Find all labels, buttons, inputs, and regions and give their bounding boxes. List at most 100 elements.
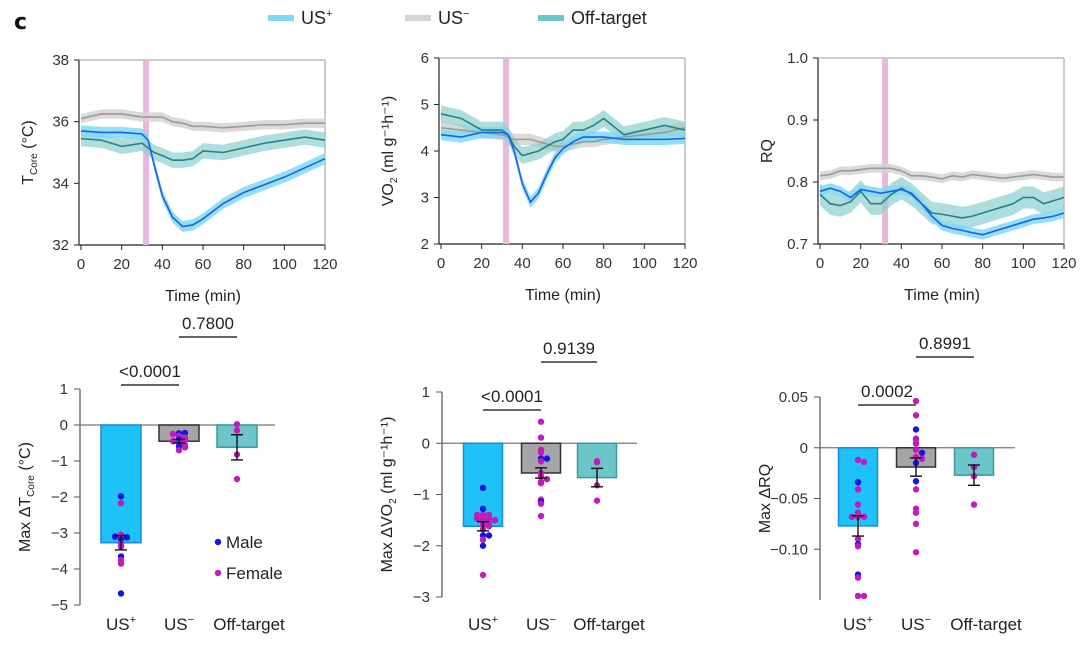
y-tick-label: −0.05 bbox=[770, 491, 808, 508]
data-point-female bbox=[473, 515, 481, 522]
p-value-label: <0.0001 bbox=[119, 362, 181, 381]
legend-label: Off-target bbox=[571, 8, 647, 28]
series-line-us-minus bbox=[440, 126, 686, 148]
y-axis-title-text: TCore (°C) bbox=[20, 120, 40, 185]
y-axis-title: RQ bbox=[759, 139, 776, 163]
data-point-female bbox=[181, 436, 189, 444]
data-point-female bbox=[543, 475, 551, 483]
p-value-label: 0.9139 bbox=[543, 339, 595, 358]
data-point-female bbox=[593, 497, 601, 504]
legend-label: US− bbox=[438, 8, 469, 28]
series-line-us-plus bbox=[819, 187, 1065, 236]
category-label: US+ bbox=[468, 614, 498, 634]
y-axis-title: TCore (°C) bbox=[20, 120, 40, 185]
y-tick-label: 5 bbox=[421, 97, 429, 114]
y-tick-label: 1 bbox=[422, 384, 430, 401]
y-tick-label: −1 bbox=[413, 487, 430, 504]
series-line-off bbox=[819, 187, 1065, 219]
y-tick-label: 1 bbox=[60, 381, 68, 398]
data-point-female bbox=[854, 456, 862, 464]
data-point-female bbox=[912, 486, 920, 493]
p-value-label: 0.0002 bbox=[861, 382, 913, 401]
y-axis-title-text: Max ΔRQ bbox=[757, 464, 774, 533]
y-tick-label: 0.8 bbox=[787, 174, 808, 191]
series-line-off bbox=[440, 113, 686, 157]
x-tick-label: 80 bbox=[235, 256, 252, 273]
data-point-female bbox=[854, 486, 862, 493]
data-point-female bbox=[479, 571, 487, 579]
data-point-male bbox=[181, 429, 189, 437]
y-tick-label: 0.05 bbox=[779, 389, 808, 406]
x-tick-label: 0 bbox=[437, 255, 445, 272]
panel-label: c bbox=[14, 10, 27, 35]
legend-item-us-plus: US+ bbox=[268, 8, 332, 28]
x-tick-label: 0 bbox=[816, 255, 824, 272]
data-point-female bbox=[912, 549, 920, 556]
data-point-male bbox=[479, 505, 487, 513]
x-tick-label: 120 bbox=[1051, 255, 1076, 272]
y-tick-label: 1.0 bbox=[787, 50, 808, 67]
chart-rq-time: 0 20 40 60 80 100 120 0.7 0.8 0.9 1.0 Time (min) RQ bbox=[759, 50, 1077, 304]
data-point-female bbox=[970, 501, 978, 508]
x-tick-label: 60 bbox=[934, 255, 951, 272]
y-tick-label: 0.9 bbox=[787, 112, 808, 129]
data-point-female bbox=[537, 434, 545, 441]
sem-band-off bbox=[441, 105, 685, 165]
y-tick-label: 0 bbox=[422, 435, 430, 452]
y-tick-label: −3 bbox=[413, 589, 430, 606]
data-point-female bbox=[117, 531, 125, 538]
p-value-label: <0.0001 bbox=[481, 387, 543, 406]
data-point-male bbox=[854, 479, 862, 486]
data-point-female bbox=[854, 574, 862, 581]
y-tick-label: 0 bbox=[60, 417, 68, 434]
sex-legend-male: Male bbox=[214, 533, 263, 552]
data-point-male bbox=[543, 455, 551, 462]
data-point-male bbox=[117, 493, 125, 500]
bar-us-plus bbox=[100, 424, 142, 544]
data-point-female bbox=[912, 412, 920, 419]
data-point-female bbox=[912, 509, 920, 516]
data-point-female bbox=[912, 520, 920, 528]
x-tick-label: 120 bbox=[312, 256, 337, 273]
y-tick-label: −0.10 bbox=[770, 541, 808, 558]
y-axis-title: Max ΔRQ bbox=[757, 464, 774, 533]
x-tick-label: 0 bbox=[77, 256, 85, 273]
data-point-female bbox=[491, 516, 499, 524]
category-label: US− bbox=[526, 614, 556, 634]
x-tick-label: 100 bbox=[272, 256, 297, 273]
data-point-female bbox=[537, 480, 545, 487]
data-point-female bbox=[537, 418, 545, 425]
data-point-male bbox=[479, 542, 487, 549]
x-tick-label: 80 bbox=[974, 255, 991, 272]
data-point-female bbox=[117, 560, 125, 567]
x-tick-label: 40 bbox=[154, 256, 171, 273]
legend-swatch bbox=[268, 15, 294, 21]
data-point-female bbox=[848, 513, 856, 520]
x-tick-label: 120 bbox=[672, 255, 697, 272]
y-axis-title-text: Max ΔVO2 (ml g⁻¹h⁻¹) bbox=[379, 417, 399, 573]
data-point-female bbox=[233, 427, 241, 434]
data-point-female bbox=[485, 523, 493, 530]
chart-tcore-time: 0 20 40 60 80 100 120 32 34 36 38 Time (min) TCore (… bbox=[20, 52, 338, 305]
y-tick-label: 4 bbox=[421, 143, 429, 160]
y-tick-label: −3 bbox=[51, 525, 68, 542]
data-point-female bbox=[860, 458, 868, 466]
x-tick-label: 80 bbox=[595, 255, 612, 272]
p-value-label: 0.7800 bbox=[182, 314, 234, 333]
data-point-female bbox=[854, 501, 862, 508]
x-tick-label: 20 bbox=[852, 255, 869, 272]
x-tick-label: 20 bbox=[113, 256, 130, 273]
data-point-male bbox=[918, 449, 926, 457]
p-value-label: 0.8991 bbox=[919, 334, 971, 353]
sex-legend-female: Female bbox=[214, 564, 283, 583]
y-tick-label: 32 bbox=[52, 237, 69, 254]
data-point-female bbox=[918, 455, 926, 463]
data-point-male bbox=[479, 484, 487, 492]
male-marker-icon bbox=[214, 538, 222, 546]
x-tick-label: 20 bbox=[473, 255, 490, 272]
y-tick-label: 36 bbox=[52, 114, 69, 131]
data-point-male bbox=[485, 532, 493, 539]
y-tick-label: 38 bbox=[52, 52, 69, 69]
data-point-female bbox=[479, 536, 487, 543]
